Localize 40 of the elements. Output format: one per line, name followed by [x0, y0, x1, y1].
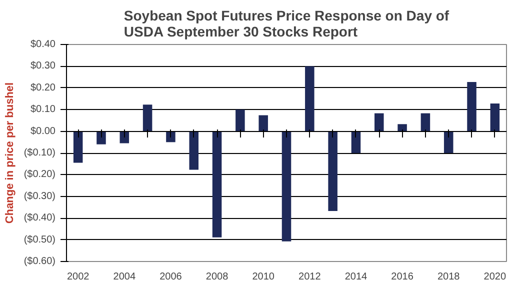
bar: [305, 66, 314, 132]
y-tick-label: ($0.10): [24, 148, 56, 158]
bar: [73, 131, 83, 163]
bar: [328, 131, 338, 211]
x-tick-label: 2020: [484, 272, 506, 282]
bar: [467, 82, 476, 132]
y-tick-label: $0.10: [30, 104, 56, 116]
x-tick-label: 2006: [160, 272, 182, 282]
bar: [142, 104, 152, 132]
y-tick-label: $0.30: [30, 60, 56, 72]
y-tick-label: $0.00: [30, 126, 56, 137]
y-tick-label: ($0.30): [24, 190, 56, 202]
bar: [490, 104, 500, 132]
x-tick-label: 2002: [66, 272, 90, 282]
bar: [258, 115, 268, 132]
bar: [420, 113, 430, 132]
x-tick-label: 2010: [252, 272, 275, 282]
y-tick-label: ($0.60): [24, 256, 56, 267]
bar: [212, 131, 222, 238]
x-tick-label: 2014: [344, 272, 368, 282]
bar: [444, 131, 454, 153]
bar: [189, 131, 198, 170]
y-tick-label: ($0.40): [24, 212, 56, 224]
chart-title: Soybean Spot Futures Price Response on Day of USDA September 30 Stocks Report: [124, 8, 450, 40]
bar: [398, 124, 407, 132]
x-tick-label: 2008: [206, 272, 229, 282]
bar: [236, 110, 245, 132]
bar: [374, 113, 384, 132]
y-tick-label: $0.40: [30, 39, 56, 50]
y-tick-label: ($0.50): [24, 234, 56, 246]
y-tick-label: $0.20: [30, 82, 56, 94]
x-tick-label: 2016: [391, 272, 414, 282]
y-axis-title: Change in price per bushel: [4, 82, 16, 224]
x-tick-label: 2004: [113, 272, 136, 282]
x-tick-label: 2018: [437, 272, 460, 282]
bar: [351, 131, 361, 153]
y-tick-label: ($0.20): [24, 169, 56, 180]
x-tick-label: 2012: [298, 272, 322, 282]
bar: [282, 131, 292, 242]
bar: [96, 131, 106, 144]
